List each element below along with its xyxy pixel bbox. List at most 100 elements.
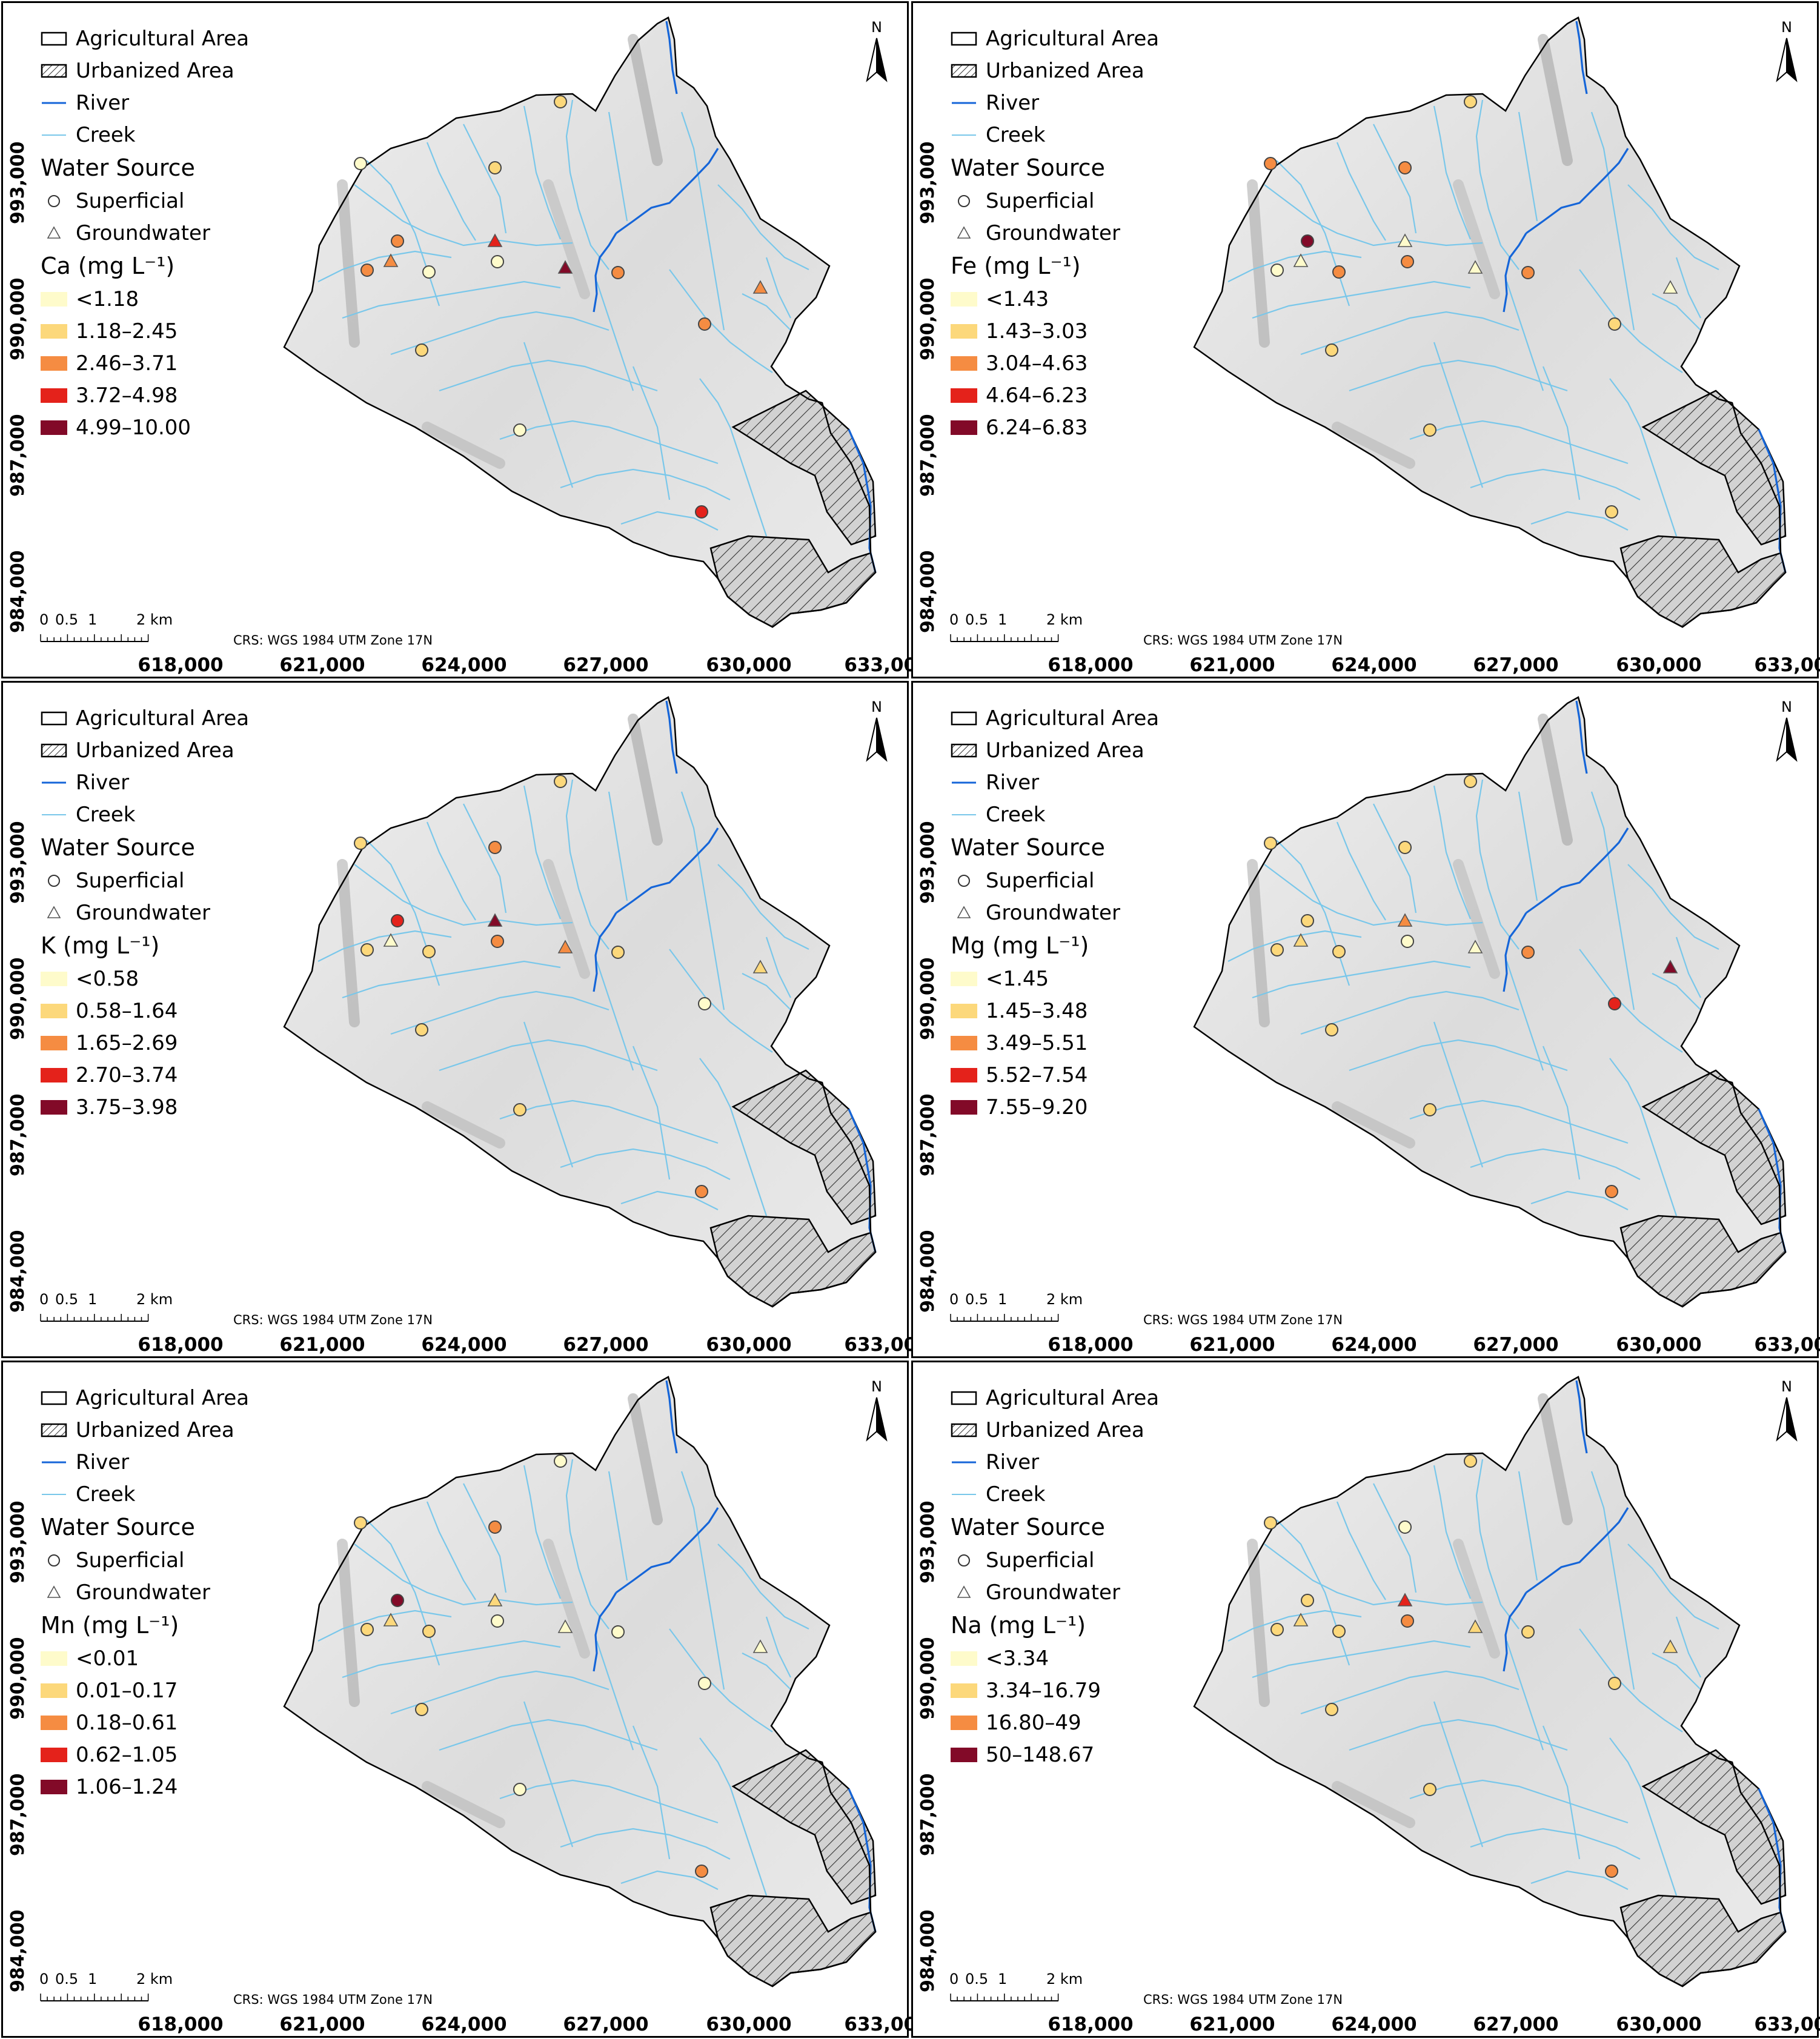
site-marker-groundwater[interactable] — [487, 1593, 503, 1606]
site-marker-superficial[interactable] — [422, 265, 436, 279]
site-marker-superficial[interactable] — [1608, 317, 1621, 331]
site-marker-superficial[interactable] — [513, 1103, 526, 1116]
site-marker-superficial[interactable] — [513, 423, 526, 437]
site-marker-superficial[interactable] — [360, 943, 374, 957]
site-marker-superficial[interactable] — [491, 1614, 504, 1628]
site-marker-superficial[interactable] — [1301, 234, 1314, 248]
site-marker-superficial[interactable] — [1332, 265, 1346, 279]
site-marker-superficial[interactable] — [1423, 1783, 1436, 1796]
site-marker-groundwater[interactable] — [383, 933, 399, 947]
site-marker-superficial[interactable] — [491, 935, 504, 948]
site-marker-superficial[interactable] — [513, 1783, 526, 1796]
site-marker-groundwater[interactable] — [1467, 260, 1483, 274]
site-marker-superficial[interactable] — [488, 161, 502, 174]
site-marker-superficial[interactable] — [611, 1625, 625, 1639]
site-marker-superficial[interactable] — [698, 317, 711, 331]
site-marker-superficial[interactable] — [488, 1520, 502, 1534]
site-marker-superficial[interactable] — [360, 1623, 374, 1636]
site-marker-superficial[interactable] — [391, 234, 404, 248]
site-marker-groundwater[interactable] — [383, 1613, 399, 1626]
site-marker-superficial[interactable] — [415, 343, 428, 357]
site-marker-superficial[interactable] — [391, 1594, 404, 1607]
site-marker-groundwater[interactable] — [1662, 960, 1678, 973]
site-marker-superficial[interactable] — [1398, 1520, 1412, 1534]
site-marker-superficial[interactable] — [1264, 157, 1277, 170]
site-marker-superficial[interactable] — [695, 1865, 708, 1878]
site-marker-superficial[interactable] — [354, 157, 367, 170]
site-marker-superficial[interactable] — [422, 945, 436, 958]
site-marker-superficial[interactable] — [611, 946, 625, 959]
site-marker-superficial[interactable] — [1325, 1703, 1338, 1716]
site-marker-groundwater[interactable] — [1662, 1639, 1678, 1653]
site-marker-superficial[interactable] — [698, 997, 711, 1010]
site-marker-groundwater[interactable] — [1467, 1619, 1483, 1633]
site-marker-groundwater[interactable] — [1397, 1593, 1413, 1606]
site-marker-superficial[interactable] — [1270, 264, 1284, 277]
site-marker-superficial[interactable] — [1270, 1623, 1284, 1636]
site-marker-superficial[interactable] — [1464, 1454, 1477, 1468]
site-marker-superficial[interactable] — [1325, 343, 1338, 357]
north-label: N — [1781, 698, 1792, 715]
site-marker-superficial[interactable] — [554, 775, 567, 788]
site-marker-superficial[interactable] — [1398, 161, 1412, 174]
site-marker-groundwater[interactable] — [1662, 280, 1678, 294]
site-marker-superficial[interactable] — [1605, 1865, 1618, 1878]
site-marker-superficial[interactable] — [611, 266, 625, 279]
site-marker-superficial[interactable] — [1264, 1516, 1277, 1530]
site-marker-superficial[interactable] — [1325, 1023, 1338, 1036]
site-marker-superficial[interactable] — [354, 837, 367, 850]
site-marker-superficial[interactable] — [491, 255, 504, 268]
site-marker-superficial[interactable] — [391, 914, 404, 927]
site-marker-superficial[interactable] — [415, 1703, 428, 1716]
site-marker-superficial[interactable] — [698, 1677, 711, 1690]
site-marker-superficial[interactable] — [1608, 1677, 1621, 1690]
site-marker-superficial[interactable] — [1401, 1614, 1414, 1628]
site-marker-superficial[interactable] — [488, 841, 502, 854]
site-marker-superficial[interactable] — [1401, 935, 1414, 948]
site-marker-superficial[interactable] — [1521, 1625, 1535, 1639]
site-marker-superficial[interactable] — [1521, 946, 1535, 959]
site-marker-groundwater[interactable] — [752, 280, 768, 294]
site-marker-superficial[interactable] — [1464, 95, 1477, 108]
site-marker-superficial[interactable] — [1264, 837, 1277, 850]
site-marker-groundwater[interactable] — [1467, 940, 1483, 953]
site-marker-superficial[interactable] — [354, 1516, 367, 1530]
site-marker-groundwater[interactable] — [487, 913, 503, 927]
site-marker-superficial[interactable] — [360, 264, 374, 277]
site-marker-groundwater[interactable] — [487, 233, 503, 247]
site-marker-groundwater[interactable] — [1293, 253, 1309, 267]
site-marker-superficial[interactable] — [1332, 1625, 1346, 1638]
site-marker-superficial[interactable] — [695, 505, 708, 519]
site-marker-groundwater[interactable] — [383, 253, 399, 267]
site-marker-groundwater[interactable] — [1293, 1613, 1309, 1626]
site-marker-superficial[interactable] — [1521, 266, 1535, 279]
creek-line — [608, 1471, 628, 1581]
creek-line — [1349, 359, 1568, 392]
site-marker-superficial[interactable] — [1608, 997, 1621, 1010]
site-marker-superficial[interactable] — [1332, 945, 1346, 958]
site-marker-groundwater[interactable] — [557, 940, 573, 953]
site-marker-superficial[interactable] — [1605, 505, 1618, 519]
site-marker-superficial[interactable] — [1270, 943, 1284, 957]
site-marker-superficial[interactable] — [1398, 841, 1412, 854]
site-marker-superficial[interactable] — [695, 1185, 708, 1198]
site-marker-groundwater[interactable] — [752, 1639, 768, 1653]
site-marker-groundwater[interactable] — [557, 260, 573, 274]
river-line — [665, 1380, 678, 1454]
site-marker-groundwater[interactable] — [752, 960, 768, 973]
site-marker-superficial[interactable] — [554, 1454, 567, 1468]
site-marker-superficial[interactable] — [1401, 255, 1414, 268]
site-marker-superficial[interactable] — [1301, 1594, 1314, 1607]
site-marker-superficial[interactable] — [1423, 423, 1436, 437]
site-marker-groundwater[interactable] — [1397, 913, 1413, 927]
site-marker-groundwater[interactable] — [1293, 933, 1309, 947]
site-marker-superficial[interactable] — [1301, 914, 1314, 927]
site-marker-superficial[interactable] — [415, 1023, 428, 1036]
site-marker-superficial[interactable] — [1605, 1185, 1618, 1198]
site-marker-groundwater[interactable] — [1397, 233, 1413, 247]
site-marker-superficial[interactable] — [422, 1625, 436, 1638]
site-marker-groundwater[interactable] — [557, 1619, 573, 1633]
site-marker-superficial[interactable] — [1423, 1103, 1436, 1116]
site-marker-superficial[interactable] — [554, 95, 567, 108]
site-marker-superficial[interactable] — [1464, 775, 1477, 788]
